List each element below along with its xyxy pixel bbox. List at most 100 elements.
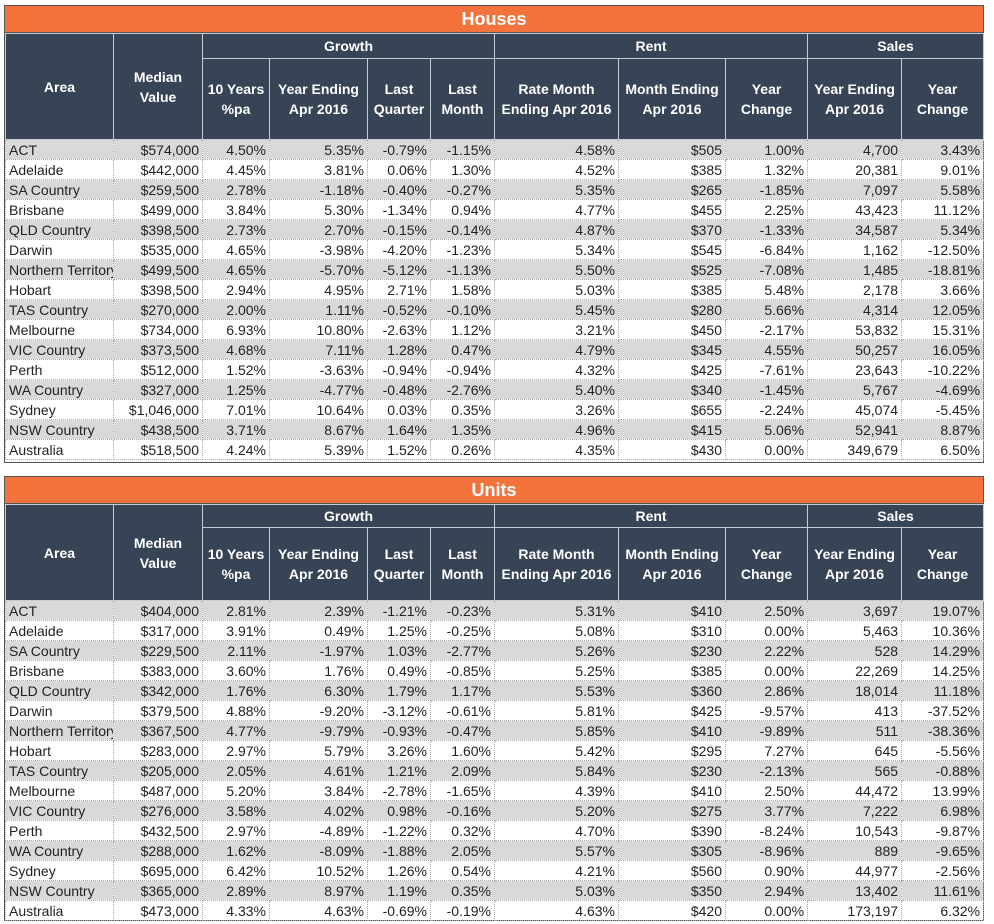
rent-rate-header: Rate Month Ending Apr 2016 bbox=[494, 527, 619, 601]
value-cell: -0.93% bbox=[367, 720, 431, 741]
units-title: Units bbox=[5, 477, 983, 504]
value-cell: 4.63% bbox=[269, 900, 368, 921]
value-cell: 3.84% bbox=[202, 199, 270, 220]
value-cell: $360 bbox=[618, 680, 726, 701]
value-cell: 0.49% bbox=[269, 620, 368, 641]
sales-header: Sales bbox=[807, 504, 985, 528]
value-cell: 889 bbox=[807, 840, 903, 861]
value-cell: -0.69% bbox=[367, 900, 431, 921]
value-cell: $432,500 bbox=[113, 820, 203, 841]
value-cell: 0.47% bbox=[430, 339, 495, 360]
value-cell: 5.42% bbox=[494, 740, 619, 761]
value-cell: 1.58% bbox=[430, 279, 495, 300]
value-cell: 5.20% bbox=[202, 780, 270, 801]
value-cell: 4.95% bbox=[269, 279, 368, 300]
value-cell: -38.36% bbox=[901, 720, 985, 741]
area-cell: Australia bbox=[5, 900, 114, 921]
value-cell: $473,000 bbox=[113, 900, 203, 921]
value-cell: 1.19% bbox=[367, 880, 431, 901]
value-cell: 4.45% bbox=[202, 159, 270, 180]
table-row: VIC Country $373,500 4.68% 7.11% 1.28% 0.47% 4… bbox=[5, 339, 985, 360]
value-cell: 4.96% bbox=[494, 419, 619, 440]
value-cell: $373,500 bbox=[113, 339, 203, 360]
value-cell: 7,097 bbox=[807, 179, 903, 200]
table-row: QLD Country $398,500 2.73% 2.70% -0.15% -0.14… bbox=[5, 219, 985, 240]
value-cell: 8.87% bbox=[901, 419, 985, 440]
value-cell: $499,000 bbox=[113, 199, 203, 220]
value-cell: 4.50% bbox=[202, 139, 270, 160]
value-cell: $383,000 bbox=[113, 660, 203, 681]
value-cell: $390 bbox=[618, 820, 726, 841]
value-cell: 4.77% bbox=[202, 720, 270, 741]
median-value-header: Median Value bbox=[113, 504, 203, 601]
value-cell: -1.13% bbox=[430, 259, 495, 280]
value-cell: 0.49% bbox=[367, 660, 431, 681]
growth-year-ending-header: Year Ending Apr 2016 bbox=[269, 58, 368, 140]
value-cell: -1.34% bbox=[367, 199, 431, 220]
growth-header: Growth bbox=[202, 504, 495, 528]
value-cell: $487,000 bbox=[113, 780, 203, 801]
value-cell: -7.61% bbox=[724, 359, 809, 380]
value-cell: $455 bbox=[618, 199, 726, 220]
value-cell: -1.65% bbox=[430, 780, 495, 801]
value-cell: 5.35% bbox=[494, 179, 619, 200]
value-cell: $734,000 bbox=[113, 319, 203, 340]
value-cell: -8.96% bbox=[724, 840, 809, 861]
area-cell: Brisbane bbox=[5, 199, 114, 220]
value-cell: 1,162 bbox=[807, 239, 903, 260]
area-cell: Sydney bbox=[5, 399, 114, 420]
area-cell: Northern Territory bbox=[5, 720, 114, 741]
value-cell: $379,500 bbox=[113, 700, 203, 721]
growth-header: Growth bbox=[202, 33, 495, 59]
value-cell: 5.03% bbox=[494, 279, 619, 300]
sales-header: Sales bbox=[807, 33, 985, 59]
value-cell: 4.58% bbox=[494, 139, 619, 160]
value-cell: 14.25% bbox=[901, 660, 985, 681]
value-cell: $367,500 bbox=[113, 720, 203, 741]
area-cell: Adelaide bbox=[5, 159, 114, 180]
value-cell: 5.79% bbox=[269, 740, 368, 761]
rent-year-change-header: Year Change bbox=[724, 58, 809, 140]
area-cell: Melbourne bbox=[5, 780, 114, 801]
value-cell: -1.23% bbox=[430, 239, 495, 260]
value-cell: 4.77% bbox=[494, 199, 619, 220]
value-cell: 4.79% bbox=[494, 339, 619, 360]
growth-10-years-header: 10 Years %pa bbox=[202, 58, 270, 140]
value-cell: 15.31% bbox=[901, 319, 985, 340]
value-cell: $270,000 bbox=[113, 299, 203, 320]
value-cell: 5.40% bbox=[494, 379, 619, 400]
value-cell: 2.70% bbox=[269, 219, 368, 240]
value-cell: 3.84% bbox=[269, 780, 368, 801]
value-cell: 4.32% bbox=[494, 359, 619, 380]
value-cell: 1.25% bbox=[367, 620, 431, 641]
table-row: Hobart $283,000 2.97% 5.79% 3.26% 1.60% 5.42% $… bbox=[5, 740, 985, 761]
rent-header: Rent bbox=[493, 504, 809, 528]
value-cell: $560 bbox=[618, 860, 726, 881]
value-cell: -1.21% bbox=[367, 600, 431, 621]
value-cell: -0.19% bbox=[430, 900, 495, 921]
table-row: Sydney $1,046,000 7.01% 10.64% 0.03% 0.35% 3.2… bbox=[5, 399, 985, 420]
value-cell: $415 bbox=[618, 419, 726, 440]
value-cell: 4.65% bbox=[202, 239, 270, 260]
value-cell: 9.01% bbox=[901, 159, 985, 180]
value-cell: -1.18% bbox=[269, 179, 368, 200]
value-cell: 5.66% bbox=[724, 299, 809, 320]
value-cell: -0.52% bbox=[367, 299, 431, 320]
value-cell: $230 bbox=[618, 640, 726, 661]
rent-rate-header: Rate Month Ending Apr 2016 bbox=[494, 58, 619, 140]
value-cell: $398,500 bbox=[113, 279, 203, 300]
value-cell: -3.98% bbox=[269, 239, 368, 260]
table-row: NSW Country $438,500 3.71% 8.67% 1.64% 1.35% 4… bbox=[5, 419, 985, 440]
value-cell: 528 bbox=[807, 640, 903, 661]
value-cell: $420 bbox=[618, 900, 726, 921]
value-cell: $230 bbox=[618, 760, 726, 781]
value-cell: 2.09% bbox=[430, 760, 495, 781]
value-cell: $410 bbox=[618, 780, 726, 801]
area-cell: Perth bbox=[5, 820, 114, 841]
value-cell: $695,000 bbox=[113, 860, 203, 881]
value-cell: 20,381 bbox=[807, 159, 903, 180]
value-cell: $438,500 bbox=[113, 419, 203, 440]
value-cell: 4.68% bbox=[202, 339, 270, 360]
value-cell: 1.12% bbox=[430, 319, 495, 340]
value-cell: 5.58% bbox=[901, 179, 985, 200]
